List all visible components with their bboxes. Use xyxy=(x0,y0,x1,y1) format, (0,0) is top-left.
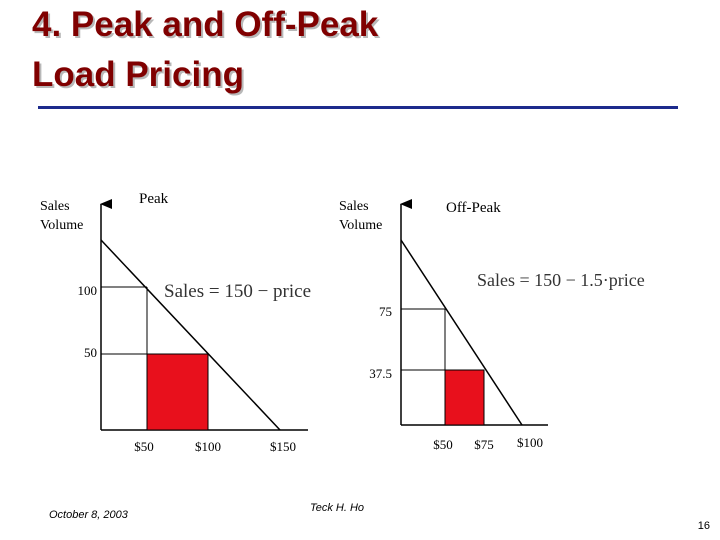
peak-y-label-1: Sales xyxy=(40,199,70,214)
offpeak-y-tick-37-5: 37.5 xyxy=(369,366,392,381)
peak-x-tick-150: $150 xyxy=(270,439,296,454)
peak-y-tick-50: 50 xyxy=(84,345,97,360)
peak-demand-line xyxy=(100,239,281,431)
offpeak-y-label-2: Volume xyxy=(339,218,382,233)
title-underline xyxy=(38,106,678,109)
peak-panel-label: Peak xyxy=(139,191,169,207)
offpeak-x-tick-100: $100 xyxy=(517,435,543,450)
peak-x-tick-50: $50 xyxy=(134,439,154,454)
page-number: 16 xyxy=(697,520,710,532)
slide-title: 4. Peak and Off-Peak Load Pricing xyxy=(32,0,378,100)
peak-y-tick-100: 100 xyxy=(78,283,98,298)
offpeak-panel-label: Off-Peak xyxy=(446,200,501,216)
peak-panel: Sales Volume Peak Sales = 150 − price 10… xyxy=(40,191,311,454)
peak-x-tick-100: $100 xyxy=(195,439,221,454)
offpeak-x-tick-75: $75 xyxy=(474,437,494,452)
peak-revenue-box xyxy=(146,353,209,431)
offpeak-y-tick-75: 75 xyxy=(379,304,392,319)
title-line-1: 4. Peak and Off-Peak xyxy=(32,5,379,44)
peak-equation: Sales = 150 − price xyxy=(164,281,311,302)
offpeak-demand-line xyxy=(400,239,523,426)
title-line-2: Load Pricing xyxy=(32,55,244,94)
footer-author: Teck H. Ho xyxy=(310,502,365,514)
offpeak-x-tick-50: $50 xyxy=(433,437,453,452)
offpeak-equation: Sales = 150 − 1.5·price xyxy=(477,270,645,290)
footer-date: October 8, 2003 xyxy=(49,509,128,521)
offpeak-panel: Sales Volume Off-Peak Sales = 150 − 1.5·… xyxy=(339,199,645,452)
peak-y-label-2: Volume xyxy=(40,218,83,233)
offpeak-y-label-1: Sales xyxy=(339,199,369,214)
offpeak-revenue-box xyxy=(444,369,485,426)
